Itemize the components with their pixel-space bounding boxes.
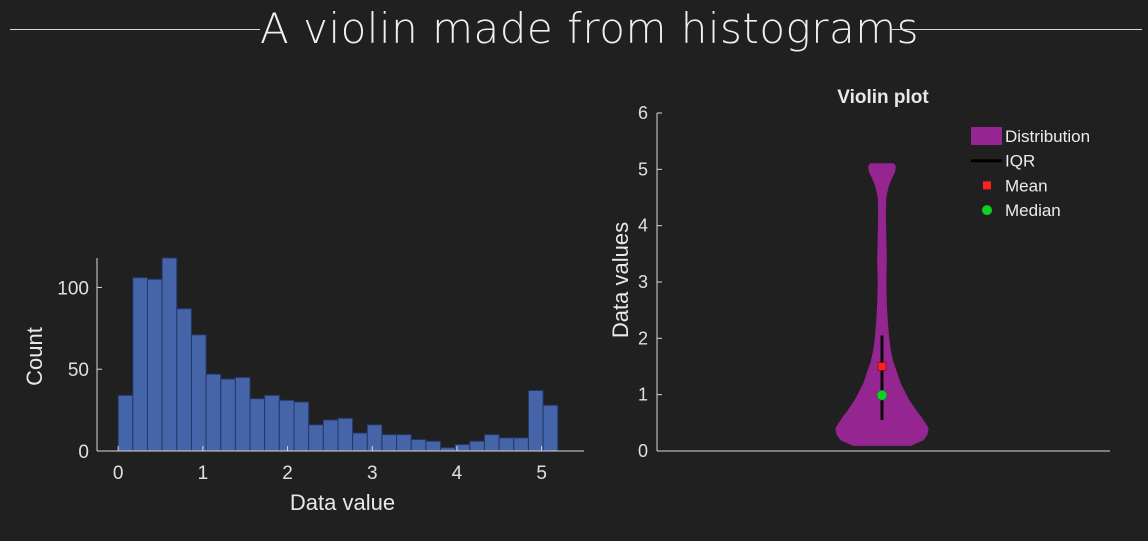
legend-distribution-swatch xyxy=(971,127,1002,145)
histogram-bar xyxy=(264,394,280,452)
violin-y-tick-label: 3 xyxy=(638,272,648,292)
violin-chart: 0 1 2 3 4 5 6 Violin plot Data values Distributio… xyxy=(608,87,1110,461)
violin-y-tick-label: 2 xyxy=(638,328,648,348)
histogram-bar xyxy=(322,419,339,452)
histogram-bar xyxy=(513,437,529,452)
legend-entry-label: IQR xyxy=(1005,152,1035,171)
violin-legend: Distribution IQR Mean Median xyxy=(971,127,1090,220)
histogram-bar xyxy=(161,257,178,452)
histogram-bar xyxy=(146,278,163,452)
histogram-bar xyxy=(205,373,222,452)
histogram-y-tick-label: 100 xyxy=(57,278,89,299)
title-bar: A violin made from histograms xyxy=(0,0,1148,60)
title-rule-left xyxy=(10,29,260,30)
histogram-bar xyxy=(293,401,310,452)
histogram-x-axis-label: Data value xyxy=(290,490,395,515)
legend-entry-label: Median xyxy=(1005,201,1061,220)
histogram-bar xyxy=(352,432,368,452)
histogram-y-tick-label: 0 xyxy=(78,442,89,463)
violin-y-tick-label: 4 xyxy=(638,216,648,236)
histogram-bar xyxy=(190,334,207,452)
histogram-bar xyxy=(498,437,515,452)
histogram-bar xyxy=(483,434,500,452)
violin-plot-title: Violin plot xyxy=(837,87,929,108)
violin-y-tick-label: 5 xyxy=(638,159,648,179)
legend-entry-label: Mean xyxy=(1005,176,1048,195)
violin-distribution-shape xyxy=(835,163,929,446)
histogram-bar xyxy=(249,398,266,452)
histogram-bar xyxy=(278,399,295,452)
violin-median-marker xyxy=(876,389,888,401)
histogram-x-tick-label: 5 xyxy=(536,463,547,484)
title-rule-right xyxy=(892,29,1142,30)
histogram-bar xyxy=(308,424,324,452)
histogram-y-axis-label: Count xyxy=(22,327,47,386)
histogram-x-tick-label: 3 xyxy=(367,463,378,484)
violin-y-tick-label: 6 xyxy=(638,103,648,123)
histogram-x-tick-label: 2 xyxy=(282,463,293,484)
violin-mean-marker xyxy=(877,362,887,371)
histogram-bar xyxy=(381,434,398,452)
histogram-bar xyxy=(410,439,427,452)
histogram-bar xyxy=(425,440,442,452)
histogram-bar xyxy=(234,376,251,452)
histogram-bar xyxy=(366,424,383,452)
violin-y-tick-label: 0 xyxy=(638,441,648,461)
histogram-bar xyxy=(542,404,559,452)
histogram-bar xyxy=(220,378,236,452)
histogram-x-tick-label: 0 xyxy=(113,463,124,484)
histogram-x-tick-label: 4 xyxy=(452,463,463,484)
legend-median-swatch xyxy=(982,205,992,216)
histogram-bar xyxy=(176,308,192,452)
legend-entry-label: Distribution xyxy=(1005,127,1090,146)
violin-y-tick-label: 1 xyxy=(638,385,648,405)
legend-mean-swatch xyxy=(983,181,991,190)
histogram-bar xyxy=(469,440,485,452)
histogram-bar xyxy=(132,277,148,452)
violin-y-axis-label: Data values xyxy=(608,222,633,338)
page-title: A violin made from histograms xyxy=(260,4,920,53)
histogram-y-tick-label: 50 xyxy=(68,360,89,381)
histogram-bar xyxy=(527,389,544,452)
histogram-bar xyxy=(396,434,412,452)
histogram-x-tick-label: 1 xyxy=(198,463,209,484)
histogram-bar xyxy=(117,394,134,452)
histogram-bar xyxy=(337,417,354,452)
